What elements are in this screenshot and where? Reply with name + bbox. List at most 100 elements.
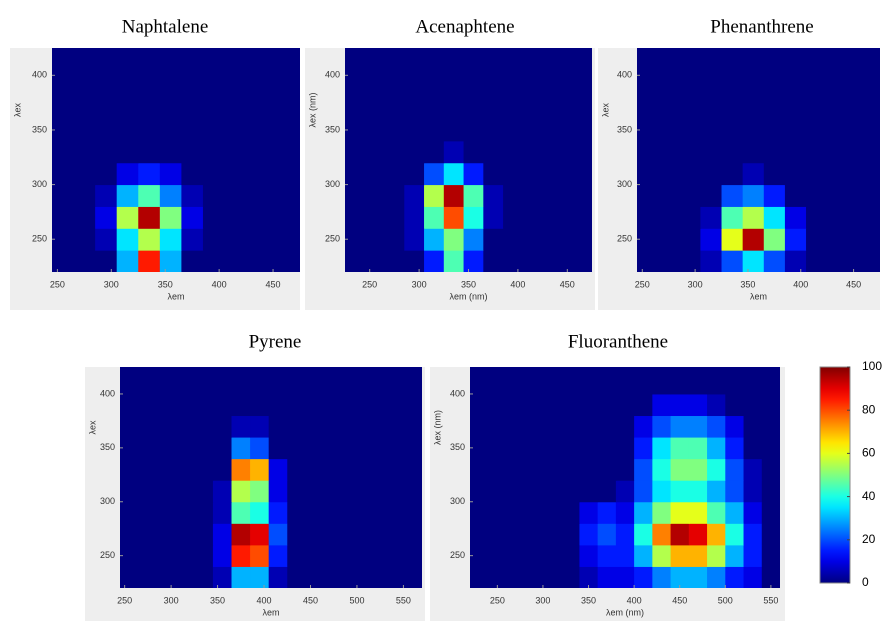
heat-cell bbox=[120, 372, 140, 395]
heat-cell bbox=[761, 458, 780, 481]
y-tick-label: 250 bbox=[450, 550, 465, 560]
heat-cell bbox=[138, 206, 161, 229]
heat-cell bbox=[267, 162, 290, 186]
heat-cell bbox=[231, 415, 251, 438]
heat-cell bbox=[250, 523, 270, 546]
heat-cell bbox=[404, 140, 425, 164]
heat-cell bbox=[522, 228, 544, 251]
heat-cell bbox=[120, 393, 140, 417]
heat-cell bbox=[424, 206, 445, 229]
heat-cell bbox=[224, 119, 247, 142]
chart-title: Naphtalene bbox=[122, 16, 209, 37]
heat-cell bbox=[637, 228, 659, 251]
y-axis-label: λex bbox=[600, 103, 610, 118]
heat-cell bbox=[721, 119, 744, 142]
heat-cell bbox=[658, 250, 680, 272]
x-tick-label: 450 bbox=[846, 279, 861, 289]
heat-cell bbox=[305, 480, 325, 503]
heat-cell bbox=[784, 250, 807, 272]
heat-cell bbox=[116, 162, 139, 186]
heat-cell bbox=[212, 458, 233, 481]
heat-cell bbox=[159, 162, 182, 186]
heat-cell bbox=[305, 458, 325, 481]
heat-cell bbox=[246, 140, 269, 164]
heat-cell bbox=[95, 228, 118, 251]
x-tick-label: 450 bbox=[303, 595, 318, 605]
heat-cell bbox=[120, 501, 140, 524]
heat-cell bbox=[361, 372, 381, 395]
heat-cell bbox=[670, 393, 690, 417]
heat-cell bbox=[324, 544, 344, 567]
heat-cell bbox=[231, 437, 251, 460]
heat-cell bbox=[345, 140, 366, 164]
heat-cell bbox=[120, 544, 140, 567]
heat-cell bbox=[579, 415, 599, 438]
heat-cell bbox=[463, 75, 484, 98]
heat-cell bbox=[542, 566, 562, 588]
heat-cell bbox=[784, 184, 807, 207]
heat-cell bbox=[579, 501, 599, 524]
heat-cell bbox=[700, 97, 723, 120]
heat-cell bbox=[380, 415, 400, 438]
heat-cell bbox=[287, 501, 307, 524]
x-axis-label: λem bbox=[167, 291, 184, 301]
heat-cell bbox=[364, 119, 386, 142]
heat-cell bbox=[73, 228, 96, 251]
heat-cell bbox=[725, 523, 745, 546]
heat-cell bbox=[345, 184, 366, 207]
heat-cell bbox=[202, 184, 226, 207]
heat-cell bbox=[324, 523, 344, 546]
heat-cell bbox=[503, 228, 524, 251]
heat-cell bbox=[763, 97, 786, 120]
heat-cell bbox=[305, 544, 325, 567]
heat-cell bbox=[506, 415, 526, 438]
heat-cell bbox=[615, 523, 635, 546]
heat-cell bbox=[361, 544, 381, 567]
y-tick-label: 300 bbox=[100, 496, 115, 506]
heat-cell bbox=[707, 372, 726, 395]
heat-cell bbox=[634, 501, 653, 524]
heat-cell bbox=[138, 75, 161, 98]
heat-cell bbox=[267, 53, 290, 76]
heat-cell bbox=[175, 393, 195, 417]
heat-cell bbox=[679, 228, 701, 251]
heat-cell bbox=[361, 458, 381, 481]
heat-cell bbox=[637, 75, 659, 98]
heat-cell bbox=[743, 566, 763, 588]
heat-cell bbox=[120, 523, 140, 546]
heat-cell bbox=[670, 566, 690, 588]
heat-cell bbox=[202, 53, 226, 76]
heat-cell bbox=[743, 480, 763, 503]
heat-cell bbox=[202, 140, 226, 164]
heat-cell bbox=[138, 523, 158, 546]
heat-cell bbox=[483, 162, 504, 186]
heat-cell bbox=[175, 523, 195, 546]
x-axis-label: λem (nm) bbox=[606, 607, 644, 617]
heat-cell bbox=[361, 437, 381, 460]
heat-cell bbox=[380, 523, 400, 546]
heat-cell bbox=[95, 140, 118, 164]
heat-cell bbox=[443, 250, 465, 272]
heat-cell bbox=[175, 566, 195, 588]
heat-cell bbox=[224, 184, 247, 207]
heat-cell bbox=[343, 480, 363, 503]
heat-cell bbox=[52, 162, 75, 186]
heat-cell bbox=[443, 228, 465, 251]
heat-cell bbox=[542, 250, 563, 272]
heat-cell bbox=[522, 53, 544, 76]
heat-cell bbox=[361, 415, 381, 438]
heat-cell bbox=[246, 184, 269, 207]
heat-cell bbox=[763, 184, 786, 207]
heat-cell bbox=[268, 437, 288, 460]
heat-cell bbox=[181, 206, 204, 229]
y-tick-label: 250 bbox=[617, 234, 632, 244]
heat-cell bbox=[424, 140, 445, 164]
heat-cell bbox=[542, 53, 563, 76]
heat-cell bbox=[267, 75, 290, 98]
heat-cell bbox=[343, 458, 363, 481]
heat-cell bbox=[524, 544, 544, 567]
heat-cell bbox=[522, 206, 544, 229]
heat-cell bbox=[700, 184, 723, 207]
heat-cell bbox=[380, 480, 400, 503]
heat-cell bbox=[742, 228, 765, 251]
